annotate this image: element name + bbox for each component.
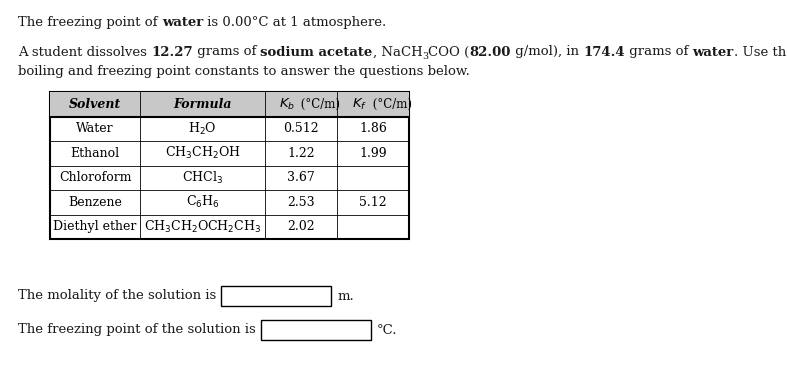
Text: grams of: grams of xyxy=(193,46,260,58)
Text: 5.12: 5.12 xyxy=(359,196,387,209)
Text: 12.27: 12.27 xyxy=(151,46,193,58)
Bar xyxy=(260,320,371,340)
Text: CH$_3$CH$_2$OCH$_2$CH$_3$: CH$_3$CH$_2$OCH$_2$CH$_3$ xyxy=(144,219,261,235)
Text: 3.67: 3.67 xyxy=(287,171,315,184)
Text: The freezing point of the solution is: The freezing point of the solution is xyxy=(18,324,256,337)
Text: Chloroform: Chloroform xyxy=(59,171,131,184)
Text: Benzene: Benzene xyxy=(68,196,122,209)
Text: H$_2$O: H$_2$O xyxy=(188,121,216,137)
Bar xyxy=(50,92,409,116)
Text: 0.512: 0.512 xyxy=(283,122,319,135)
Text: Water: Water xyxy=(76,122,114,135)
Text: 3: 3 xyxy=(423,52,428,61)
Text: boiling and freezing point constants to answer the questions below.: boiling and freezing point constants to … xyxy=(18,65,470,79)
Text: 1.22: 1.22 xyxy=(287,147,315,160)
Text: °C.: °C. xyxy=(377,324,397,337)
Text: m.: m. xyxy=(338,289,354,303)
Text: Diethyl ether: Diethyl ether xyxy=(54,220,137,233)
Text: CHCl$_3$: CHCl$_3$ xyxy=(182,170,223,186)
Text: sodium acetate: sodium acetate xyxy=(260,46,372,58)
Text: CH$_3$CH$_2$OH: CH$_3$CH$_2$OH xyxy=(164,145,240,161)
Text: COO (: COO ( xyxy=(428,46,470,58)
Bar xyxy=(50,92,409,239)
Text: , NaCH: , NaCH xyxy=(372,46,423,58)
Text: The molality of the solution is: The molality of the solution is xyxy=(18,289,216,303)
Text: 2.02: 2.02 xyxy=(287,220,315,233)
Text: . Use the table of: . Use the table of xyxy=(733,46,787,58)
Text: 82.00: 82.00 xyxy=(470,46,511,58)
Text: (°C/m): (°C/m) xyxy=(297,98,340,111)
Text: C$_6$H$_6$: C$_6$H$_6$ xyxy=(186,194,220,210)
Text: $\mathit{K}_b$: $\mathit{K}_b$ xyxy=(279,97,295,112)
Bar xyxy=(221,286,331,306)
Text: 1.86: 1.86 xyxy=(359,122,387,135)
Text: Solvent: Solvent xyxy=(69,98,121,111)
Text: 1.99: 1.99 xyxy=(359,147,387,160)
Text: (°C/m): (°C/m) xyxy=(369,98,412,111)
Text: water: water xyxy=(162,15,203,28)
Text: water: water xyxy=(693,46,733,58)
Text: 2.53: 2.53 xyxy=(287,196,315,209)
Text: The freezing point of: The freezing point of xyxy=(18,15,162,28)
Text: Formula: Formula xyxy=(173,98,231,111)
Text: 174.4: 174.4 xyxy=(583,46,625,58)
Text: g/mol), in: g/mol), in xyxy=(511,46,583,58)
Text: is 0.00°C at 1 atmosphere.: is 0.00°C at 1 atmosphere. xyxy=(203,15,386,28)
Text: Ethanol: Ethanol xyxy=(71,147,120,160)
Text: $\mathit{K}_f$: $\mathit{K}_f$ xyxy=(352,97,367,112)
Text: grams of: grams of xyxy=(625,46,693,58)
Text: A student dissolves: A student dissolves xyxy=(18,46,151,58)
